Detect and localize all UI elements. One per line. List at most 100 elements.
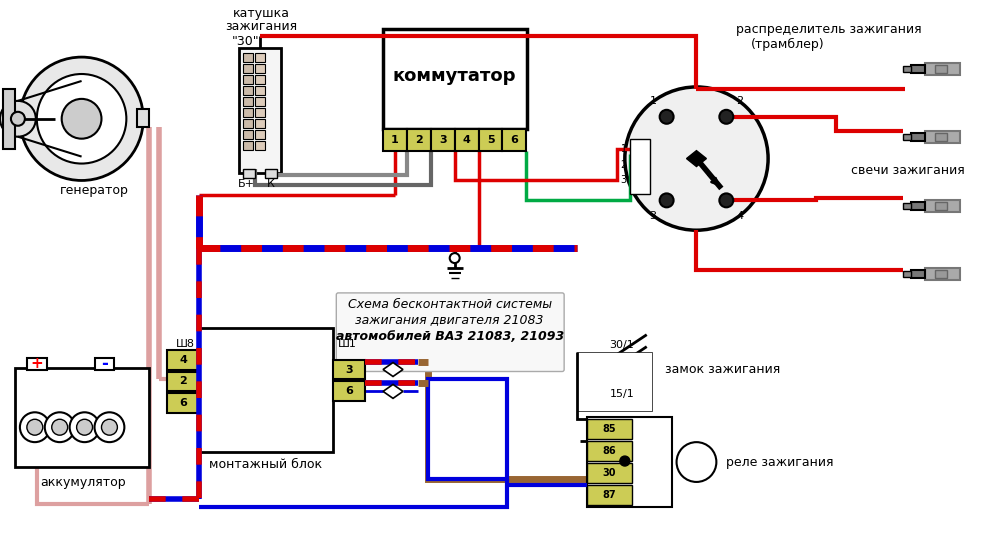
Bar — [242, 86, 253, 95]
Bar — [431, 129, 455, 151]
Text: замок зажигания: замок зажигания — [664, 363, 780, 376]
Circle shape — [676, 442, 716, 482]
Bar — [242, 119, 253, 128]
Circle shape — [719, 110, 733, 124]
Text: (трамблер): (трамблер) — [751, 38, 825, 51]
Bar — [912, 65, 925, 73]
Circle shape — [76, 419, 92, 435]
Bar — [479, 129, 502, 151]
Text: 3: 3 — [346, 365, 354, 375]
Bar — [428, 379, 507, 479]
Text: реле зажигания: реле зажигания — [726, 455, 834, 468]
Bar — [167, 393, 199, 413]
Text: 30/1: 30/1 — [610, 340, 635, 349]
Bar — [935, 270, 947, 278]
Bar — [587, 417, 671, 507]
Circle shape — [659, 110, 673, 124]
Bar — [255, 75, 265, 84]
Bar — [242, 108, 253, 117]
Bar — [587, 441, 632, 461]
Bar — [167, 371, 199, 391]
Text: 4: 4 — [179, 354, 187, 365]
Bar — [255, 64, 265, 73]
Bar — [587, 485, 632, 505]
Bar — [587, 463, 632, 483]
Bar — [242, 75, 253, 84]
Bar — [630, 139, 649, 194]
Text: Б+: Б+ — [238, 180, 255, 189]
Text: +: + — [31, 356, 43, 371]
Bar — [27, 358, 47, 370]
Text: коммутатор: коммутатор — [393, 67, 516, 85]
Text: 30: 30 — [602, 468, 616, 478]
Bar — [904, 134, 912, 140]
Circle shape — [719, 193, 733, 207]
Circle shape — [450, 253, 460, 263]
Circle shape — [620, 456, 630, 466]
Circle shape — [27, 419, 43, 435]
Text: 85: 85 — [602, 424, 616, 434]
Circle shape — [101, 419, 117, 435]
Bar — [455, 129, 479, 151]
Circle shape — [45, 412, 74, 442]
Bar — [167, 349, 199, 370]
Bar — [925, 130, 960, 143]
Bar — [935, 133, 947, 141]
Text: Схема бесконтактной системы: Схема бесконтактной системы — [348, 298, 552, 311]
Bar — [925, 63, 960, 75]
Circle shape — [659, 193, 673, 207]
Bar — [935, 65, 947, 73]
Circle shape — [37, 74, 126, 164]
Circle shape — [70, 412, 99, 442]
Bar — [587, 419, 632, 439]
Bar — [3, 89, 15, 149]
Bar — [242, 130, 253, 139]
Bar — [137, 109, 149, 127]
Bar — [912, 270, 925, 278]
Bar — [94, 358, 114, 370]
Text: 3: 3 — [621, 175, 627, 186]
Bar — [904, 203, 912, 209]
Bar — [334, 382, 365, 401]
Text: монтажный блок: монтажный блок — [210, 458, 322, 471]
Bar — [242, 169, 255, 179]
Bar — [255, 141, 265, 150]
Text: 6: 6 — [346, 387, 354, 396]
Text: 1: 1 — [649, 96, 656, 106]
Bar — [935, 203, 947, 210]
Text: 86: 86 — [602, 446, 616, 456]
Bar — [15, 367, 149, 467]
Bar — [255, 86, 265, 95]
Bar — [502, 129, 526, 151]
Text: 4: 4 — [736, 211, 744, 221]
Text: 6: 6 — [179, 399, 187, 408]
Bar — [925, 268, 960, 280]
Bar — [199, 328, 334, 452]
Text: 87: 87 — [602, 490, 616, 500]
Text: -: - — [101, 354, 108, 372]
Bar — [242, 141, 253, 150]
Text: 5: 5 — [487, 135, 495, 145]
Circle shape — [20, 412, 50, 442]
Polygon shape — [383, 363, 403, 377]
Text: 15/1: 15/1 — [610, 389, 635, 399]
Text: "30": "30" — [232, 35, 259, 48]
Text: аккумулятор: аккумулятор — [40, 477, 125, 489]
Text: К: К — [267, 180, 275, 189]
Circle shape — [20, 57, 143, 181]
Text: Ш1: Ш1 — [339, 339, 357, 349]
Bar — [242, 97, 253, 106]
Bar — [255, 53, 265, 62]
Circle shape — [625, 87, 769, 230]
Circle shape — [11, 112, 25, 126]
Polygon shape — [686, 151, 706, 167]
Bar — [238, 48, 281, 173]
Circle shape — [94, 412, 124, 442]
Bar — [255, 97, 265, 106]
Text: 2: 2 — [736, 96, 744, 106]
Circle shape — [0, 101, 36, 136]
Bar — [383, 29, 527, 129]
Bar — [265, 169, 277, 179]
Bar — [904, 271, 912, 277]
Bar — [925, 200, 960, 212]
